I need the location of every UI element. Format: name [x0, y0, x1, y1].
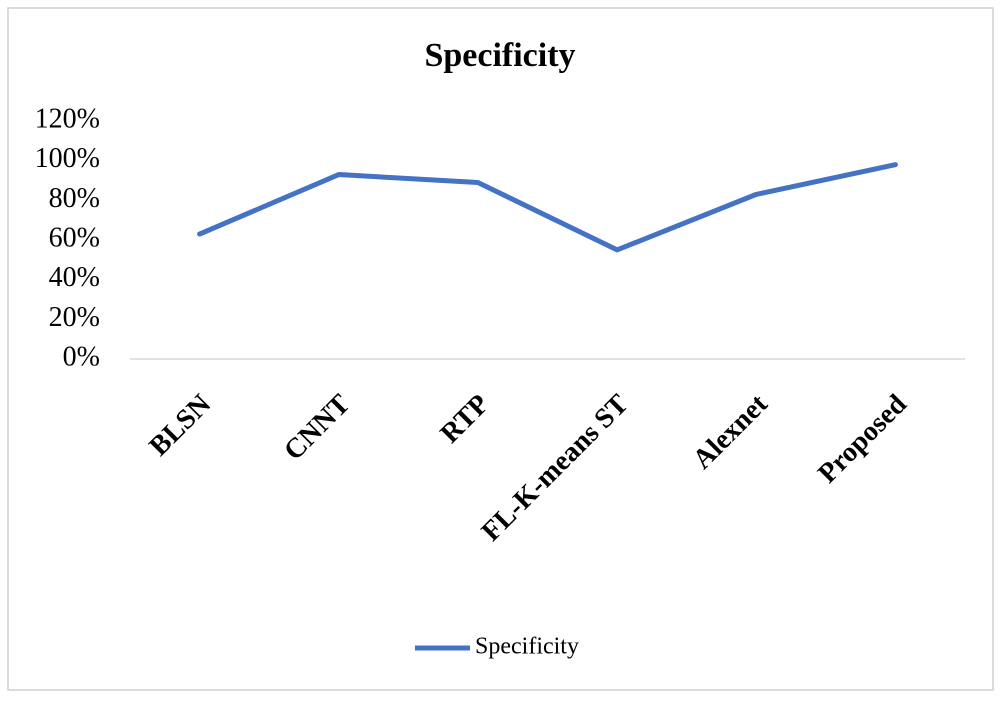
chart-title: Specificity	[424, 37, 575, 74]
chart-frame	[7, 7, 994, 691]
y-tick-label: 80%	[49, 183, 100, 214]
y-tick-label: 120%	[35, 103, 100, 134]
y-tick-label: 100%	[35, 143, 100, 174]
y-tick-label: 0%	[63, 341, 100, 372]
series-line	[197, 162, 898, 253]
legend-label: Specificity	[475, 634, 579, 660]
y-tick-label: 20%	[49, 302, 100, 333]
y-tick-label: 40%	[49, 262, 100, 293]
y-tick-label: 60%	[49, 222, 100, 253]
